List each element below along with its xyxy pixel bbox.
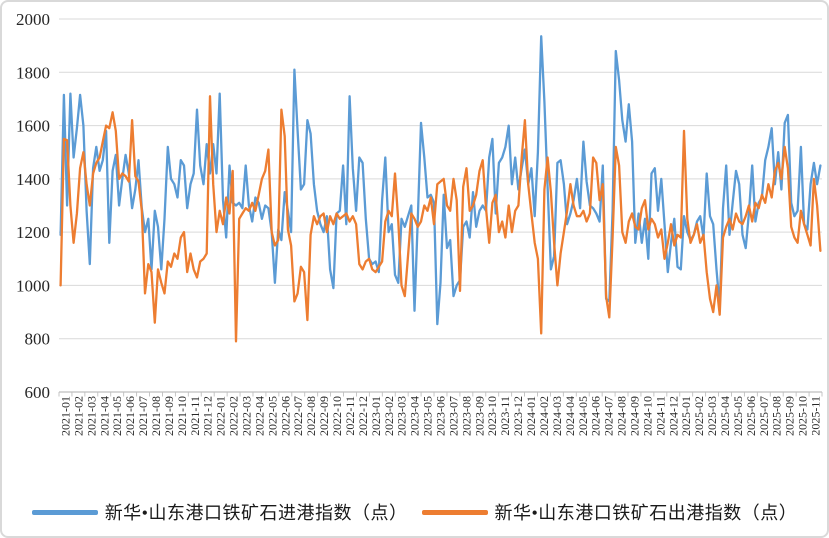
x-tick-label: 2022-04 [252,396,266,436]
x-tick-label: 2023-06 [434,396,448,436]
x-tick-label: 2023-12 [511,396,525,436]
x-tick-label: 2024-08 [615,396,629,436]
x-tick-label: 2021-03 [84,396,98,436]
y-tick-label: 1800 [16,63,50,82]
x-tick-label: 2022-09 [317,396,331,436]
x-tick-label: 2024-07 [602,396,616,436]
x-tick-label: 2022-01 [214,396,228,436]
y-tick-label: 600 [25,383,51,402]
series-line-outbound-index [59,95,822,343]
x-tick-label: 2022-12 [356,396,370,436]
x-tick-label: 2022-05 [265,396,279,436]
chart-legend: 新华•山东港口铁矿石进港指数（点） 新华•山东港口铁矿石出港指数（点） [2,499,827,525]
x-tick-label: 2025-09 [783,396,797,436]
x-tick-label: 2025-10 [796,396,810,436]
x-tick-label: 2021-11 [188,396,202,436]
y-tick-label: 800 [25,330,51,349]
x-tick-label: 2021-06 [123,396,137,436]
x-tick-label: 2024-09 [627,396,641,436]
y-tick-label: 1200 [16,223,50,242]
x-tick-label: 2023-01 [369,396,383,436]
x-tick-label: 2021-04 [97,396,111,436]
legend-label-inbound: 新华•山东港口铁矿石进港指数（点） [104,503,408,523]
x-tick-label: 2024-06 [589,396,603,436]
x-tick-label: 2023-08 [459,396,473,436]
x-tick-label: 2025-07 [757,396,771,436]
x-tick-label: 2025-05 [731,396,745,436]
x-tick-label: 2025-04 [718,396,732,436]
y-tick-label: 1400 [16,170,50,189]
x-tick-label: 2022-10 [330,396,344,436]
line-chart-canvas: 6008001000120014001600180020002021-01202… [16,10,823,436]
x-tick-label: 2024-01 [524,396,538,436]
x-tick-label: 2021-10 [175,396,189,436]
x-tick-label: 2021-02 [71,396,85,436]
legend-swatch-outbound-line [421,509,488,515]
x-tick-label: 2023-07 [446,396,460,436]
x-tick-label: 2021-07 [136,396,150,436]
x-tick-label: 2022-07 [291,396,305,436]
x-tick-label: 2021-01 [58,396,72,436]
x-tick-label: 2024-03 [550,396,564,436]
x-tick-label: 2022-11 [343,396,357,436]
x-tick-label: 2021-09 [162,396,176,436]
x-tick-label: 2025-08 [770,396,784,436]
x-tick-label: 2024-04 [563,396,577,436]
x-tick-label: 2023-02 [382,396,396,436]
x-tick-label: 2024-10 [640,396,654,436]
y-tick-label: 1600 [16,117,50,136]
x-tick-label: 2022-03 [240,396,254,436]
x-tick-label: 2021-12 [201,396,215,436]
y-tick-label: 1000 [16,276,50,295]
x-tick-label: 2021-08 [149,396,163,436]
x-tick-label: 2025-01 [679,396,693,436]
x-tick-label: 2023-05 [421,396,435,436]
x-tick-label: 2025-02 [692,396,706,436]
legend-label-outbound: 新华•山东港口铁矿石出港指数（点） [494,503,798,523]
x-tick-label: 2025-03 [705,396,719,436]
x-tick-label: 2022-06 [278,396,292,436]
x-tick-label: 2023-04 [408,396,422,436]
x-tick-label: 2021-05 [110,396,124,436]
x-tick-label: 2024-11 [653,396,667,436]
x-tick-label: 2023-10 [485,396,499,436]
x-tick-label: 2024-02 [537,396,551,436]
x-tick-label: 2022-02 [227,396,241,436]
x-tick-label: 2023-03 [395,396,409,436]
x-tick-label: 2024-12 [666,396,680,436]
x-tick-label: 2023-09 [472,396,486,436]
x-tick-label: 2025-06 [744,396,758,436]
legend-item-outbound: 新华•山东港口铁矿石出港指数（点） [421,499,798,525]
x-tick-label: 2024-05 [576,396,590,436]
legend-item-inbound: 新华•山东港口铁矿石进港指数（点） [31,499,408,525]
x-tick-label: 2023-11 [498,396,512,436]
x-tick-label: 2022-08 [304,396,318,436]
x-tick-label: 2025-11 [809,396,823,436]
y-tick-label: 2000 [16,10,50,29]
legend-swatch-inbound-line [31,509,98,515]
